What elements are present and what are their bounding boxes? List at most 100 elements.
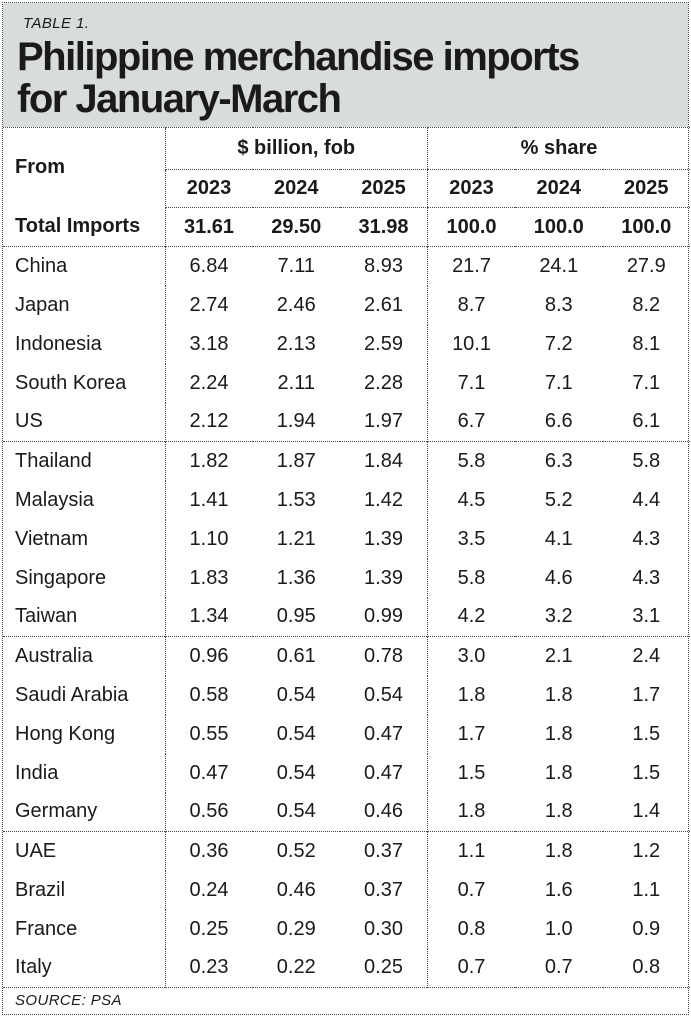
share-value-cell: 10.1	[427, 324, 516, 364]
country-group: China 6.84 7.11 8.93 21.7 24.1 27.9 Japan 2.74 2.…	[3, 246, 691, 442]
usd-value-cell: 0.46	[364, 800, 403, 823]
share-value-cell: 5.8	[427, 558, 516, 598]
country-group: Thailand 1.82 1.87 1.84 5.8 6.3 5.8 Malaysia 1.4…	[3, 441, 691, 637]
table-row: France 0.25 0.29 0.30 0.8 1.0 0.9	[3, 909, 690, 949]
country-cell: Taiwan	[15, 605, 78, 628]
usd-value-cell: 1.82	[164, 441, 253, 481]
usd-value-cell: 31.61	[164, 207, 253, 247]
usd-value-cell: 0.54	[276, 683, 316, 706]
share-value-cell: 6.3	[544, 449, 573, 472]
share-value-cell: 1.8	[544, 722, 573, 745]
usd-value-cell: 1.42	[364, 488, 403, 511]
share-value-cell: 27.9	[626, 254, 666, 277]
usd-value-cell: 1.84	[364, 449, 403, 472]
usd-value-cell: 1.94	[276, 410, 316, 433]
country-cell: Brazil	[15, 878, 66, 901]
imports-table: From $ billion, fob % share 2023 2024 20…	[3, 127, 691, 1014]
country-cell: US	[15, 410, 43, 433]
usd-value-cell: 0.25	[164, 909, 253, 949]
usd-value-cell: 0.99	[364, 605, 403, 628]
year-header-share-2024: 2024	[515, 169, 603, 208]
share-value-cell: 8.3	[544, 293, 573, 316]
title-band: TABLE 1. Philippine merchandise imports f…	[3, 3, 688, 127]
country-cell: China	[15, 254, 68, 277]
usd-value-cell: 0.56	[164, 792, 253, 832]
country-cell: Japan	[15, 293, 70, 316]
share-value-cell: 6.1	[632, 410, 661, 433]
table-row: Japan 2.74 2.46 2.61 8.7 8.3 8.2	[3, 285, 690, 325]
usd-value-cell: 0.37	[364, 878, 403, 901]
country-cell: Italy	[15, 956, 52, 979]
title-line-2: for January-March	[17, 77, 342, 121]
usd-value-cell: 0.54	[276, 800, 316, 823]
share-value-cell: 0.7	[427, 948, 516, 988]
table-row: China 6.84 7.11 8.93 21.7 24.1 27.9	[3, 246, 690, 286]
share-value-cell: 8.1	[632, 332, 661, 355]
share-value-cell: 5.8	[632, 449, 661, 472]
usd-value-cell: 2.46	[276, 293, 316, 316]
usd-value-cell: 2.12	[164, 402, 253, 442]
share-value-cell: 4.6	[544, 566, 573, 589]
year-header-usd-2024: 2024	[252, 169, 340, 208]
usd-value-cell: 0.30	[364, 917, 403, 940]
share-value-cell: 4.1	[544, 527, 573, 550]
column-group-pct-share: % share	[427, 127, 691, 170]
usd-value-cell: 0.46	[276, 878, 316, 901]
country-group: UAE 0.36 0.52 0.37 1.1 1.8 1.2 Brazil 0.24 0.46 0.…	[3, 831, 691, 988]
share-value-cell: 0.8	[427, 909, 516, 949]
column-group-row: From $ billion, fob % share	[3, 127, 691, 208]
year-header-row: 2023 2024 2025 2023 2024 2025	[3, 169, 691, 208]
share-value-cell: 7.1	[544, 371, 573, 394]
share-value-cell: 1.5	[632, 722, 661, 745]
share-value-cell: 8.7	[427, 285, 516, 325]
table-label: TABLE 1.	[23, 15, 90, 32]
year-header-usd-2025: 2025	[340, 169, 428, 208]
table-row: Indonesia 3.18 2.13 2.59 10.1 7.2 8.1	[3, 324, 690, 364]
usd-value-cell: 1.34	[164, 597, 253, 637]
country-cell: Indonesia	[15, 332, 102, 355]
table-header: From $ billion, fob % share 2023 2024 20…	[3, 127, 691, 208]
share-value-cell: 2.4	[632, 644, 661, 667]
usd-value-cell: 2.28	[364, 371, 403, 394]
share-value-cell: 1.8	[544, 839, 573, 862]
source-note: SOURCE: PSA	[15, 992, 122, 1010]
table-row: Germany 0.56 0.54 0.46 1.8 1.8 1.4	[3, 792, 690, 832]
share-value-cell: 1.8	[544, 683, 573, 706]
column-header-from: From	[3, 127, 165, 208]
usd-value-cell: 0.24	[164, 870, 253, 910]
share-value-cell: 1.1	[427, 831, 516, 871]
share-value-cell: 21.7	[427, 246, 516, 286]
country-cell: South Korea	[15, 371, 127, 394]
usd-value-cell: 2.74	[164, 285, 253, 325]
usd-value-cell: 0.96	[164, 636, 253, 676]
table-row: Vietnam 1.10 1.21 1.39 3.5 4.1 4.3	[3, 519, 690, 559]
share-value-cell: 1.8	[427, 675, 516, 715]
table-row: Australia 0.96 0.61 0.78 3.0 2.1 2.4	[3, 636, 690, 676]
total-imports-group: Total Imports 31.61 29.50 31.98 100.0 100.0 10…	[3, 207, 691, 247]
share-value-cell: 3.5	[427, 519, 516, 559]
usd-value-cell: 0.47	[364, 722, 403, 745]
title-line-1: Philippine merchandise imports	[17, 35, 580, 79]
usd-value-cell: 6.84	[164, 246, 253, 286]
share-value-cell: 100.0	[621, 215, 672, 238]
share-value-cell: 4.5	[427, 480, 516, 520]
usd-value-cell: 8.93	[364, 254, 403, 277]
usd-value-cell: 1.36	[276, 566, 316, 589]
share-value-cell: 5.2	[544, 488, 573, 511]
usd-value-cell: 0.54	[276, 761, 316, 784]
share-value-cell: 6.7	[427, 402, 516, 442]
usd-value-cell: 29.50	[271, 215, 322, 238]
usd-value-cell: 1.39	[364, 566, 403, 589]
country-group: Australia 0.96 0.61 0.78 3.0 2.1 2.4 Saudi Arab…	[3, 636, 691, 832]
country-cell: Hong Kong	[15, 722, 116, 745]
share-value-cell: 1.8	[544, 761, 573, 784]
share-value-cell: 6.6	[544, 410, 573, 433]
share-value-cell: 4.3	[632, 527, 661, 550]
usd-value-cell: 2.11	[277, 371, 315, 394]
usd-value-cell: 0.54	[276, 722, 316, 745]
share-value-cell: 1.2	[632, 839, 661, 862]
usd-value-cell: 0.95	[276, 605, 316, 628]
share-value-cell: 0.9	[632, 917, 661, 940]
table-row: Saudi Arabia 0.58 0.54 0.54 1.8 1.8 1.7	[3, 675, 690, 715]
